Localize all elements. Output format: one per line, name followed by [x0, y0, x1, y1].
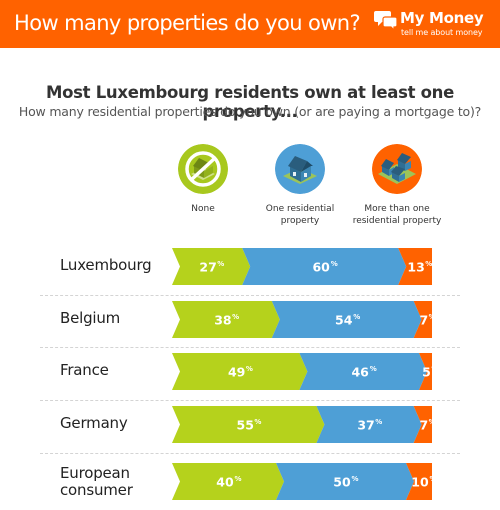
legend-more: More than one residential property	[347, 144, 447, 227]
legend-none: None	[153, 144, 253, 215]
data-label: 55	[237, 418, 254, 433]
data-label-unit: %	[217, 260, 224, 268]
data-label: 38	[214, 313, 231, 328]
data-label: 10	[411, 475, 429, 490]
data-label-unit: %	[431, 365, 438, 373]
data-label-unit: %	[375, 418, 382, 426]
brand-tagline: tell me about money	[401, 28, 483, 37]
bar-segment-more	[413, 406, 432, 443]
chat-bubbles-icon	[374, 11, 398, 31]
brand-logo[interactable]: My Money tell me about money	[374, 9, 494, 41]
legend-label-none: None	[191, 204, 215, 214]
bar-segment-one	[276, 463, 414, 500]
page-title: How many properties do you own?	[14, 11, 361, 35]
row-divider	[40, 347, 460, 348]
row-divider	[40, 295, 460, 296]
data-label: 60	[312, 260, 330, 275]
bar-segment-one	[271, 301, 422, 338]
row-label-european-consumer: European consumer	[60, 464, 133, 499]
row-divider	[40, 453, 460, 454]
data-label: 13	[407, 260, 424, 275]
bar-segment-one	[242, 248, 407, 285]
data-label-unit: %	[425, 260, 432, 268]
data-label: 50	[333, 475, 351, 490]
legend-one: One residential property	[250, 144, 350, 227]
chart-headline: Most Luxembourg residents own at least o…	[45, 83, 455, 121]
data-label-unit: %	[246, 365, 253, 373]
row-label-luxembourg: Luxembourg	[60, 256, 152, 274]
data-label-unit: %	[351, 475, 358, 483]
data-label: 27	[199, 260, 216, 275]
data-label: 37	[357, 418, 374, 433]
row-divider	[40, 400, 460, 401]
data-label: 5	[422, 365, 431, 380]
data-label-unit: %	[370, 365, 377, 373]
multiple-houses-icon	[372, 144, 422, 194]
bar-segment-none	[172, 463, 284, 500]
data-label-unit: %	[353, 313, 360, 321]
row-label-france: France	[60, 361, 109, 379]
data-label-unit: %	[234, 475, 241, 483]
data-label-unit: %	[429, 475, 436, 483]
bar-segment-more	[398, 248, 432, 285]
bar-segment-one	[316, 406, 422, 443]
bar-segment-more	[419, 353, 432, 390]
bar-segment-more	[406, 463, 432, 500]
data-label-unit: %	[254, 418, 261, 426]
bar-segment-none	[172, 353, 308, 390]
row-label-germany: Germany	[60, 414, 128, 432]
data-label-unit: %	[232, 313, 239, 321]
data-label-unit: %	[331, 260, 338, 268]
single-house-icon	[275, 144, 325, 194]
data-label: 7	[419, 313, 428, 328]
bar-segment-none	[172, 406, 325, 443]
bar-segment-none	[172, 248, 251, 285]
legend-label-one: One residential property	[265, 204, 335, 226]
brand-name: My Money	[400, 9, 484, 27]
bar-segment-none	[172, 301, 280, 338]
data-label: 7	[419, 418, 428, 433]
header-banner: How many properties do you own? My Money…	[0, 0, 500, 48]
data-label: 46	[351, 365, 369, 380]
chart-subtitle: How many residential properties do you o…	[18, 104, 482, 119]
legend-label-more: More than one residential property	[352, 204, 442, 226]
data-label-unit: %	[429, 313, 436, 321]
crossed-house-icon	[178, 144, 228, 194]
data-label: 54	[335, 313, 353, 328]
bar-segment-one	[299, 353, 427, 390]
bar-segment-more	[413, 301, 432, 338]
row-label-belgium: Belgium	[60, 309, 121, 327]
data-label: 40	[216, 475, 234, 490]
data-label: 49	[228, 365, 245, 380]
data-label-unit: %	[429, 418, 436, 426]
